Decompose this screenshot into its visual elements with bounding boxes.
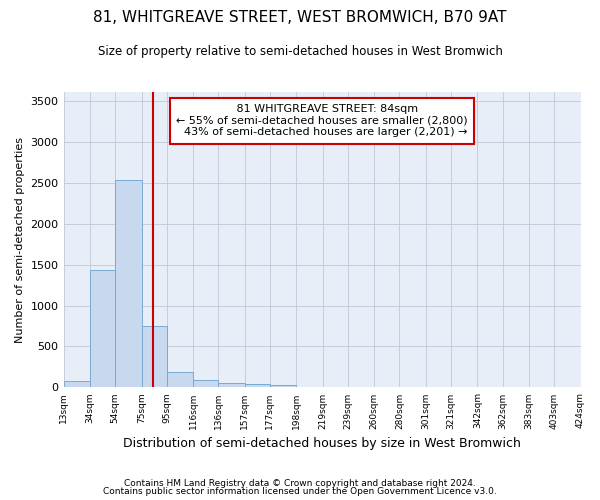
Bar (270, 384, 296, 388)
Y-axis label: Number of semi-detached properties: Number of semi-detached properties (15, 137, 25, 343)
Bar (245, 384, 270, 388)
Bar (115, 180, 142, 388)
Text: Size of property relative to semi-detached houses in West Bromwich: Size of property relative to semi-detach… (98, 45, 502, 58)
Bar (64, 382, 90, 388)
Text: Contains public sector information licensed under the Open Government Licence v3: Contains public sector information licen… (103, 487, 497, 496)
Bar (142, 326, 167, 388)
Bar (90, 270, 115, 388)
X-axis label: Distribution of semi-detached houses by size in West Bromwich: Distribution of semi-detached houses by … (123, 437, 521, 450)
Bar (218, 383, 245, 388)
Text: 81 WHITGREAVE STREET: 84sqm
← 55% of semi-detached houses are smaller (2,800)
  : 81 WHITGREAVE STREET: 84sqm ← 55% of sem… (176, 104, 468, 138)
Text: 81, WHITGREAVE STREET, WEST BROMWICH, B70 9AT: 81, WHITGREAVE STREET, WEST BROMWICH, B7… (93, 10, 507, 25)
Bar (193, 380, 218, 388)
Bar (167, 372, 193, 388)
Text: Contains HM Land Registry data © Crown copyright and database right 2024.: Contains HM Land Registry data © Crown c… (124, 478, 476, 488)
